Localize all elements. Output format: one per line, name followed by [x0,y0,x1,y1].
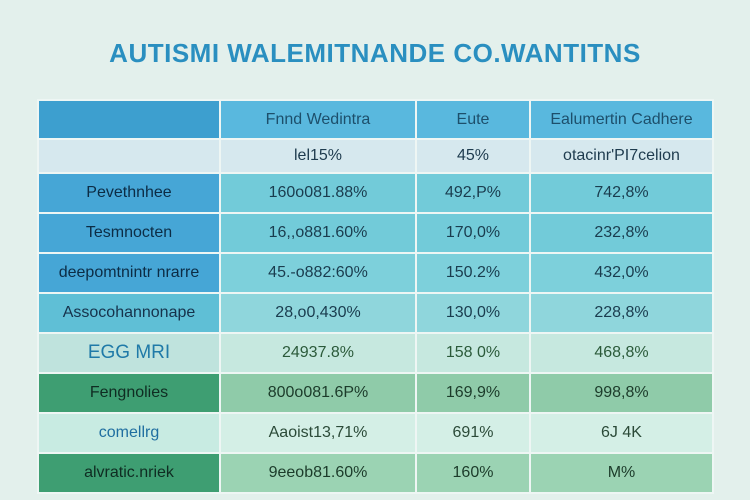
row-label: Assocohannonape [37,292,221,334]
table-cell: 468,8% [529,332,714,374]
column-header: Ealumertin Cadhere [529,99,714,140]
table-title: AUTISMI WALEMITNANDE CO.WANTITNS [109,38,641,68]
table-row: comellrg Aaoist13,71% 691% 6J 4K [37,412,714,454]
table-cell: 9eeob81.60% [219,452,417,494]
row-label: deepomtnintr nrarre [37,252,221,294]
table-cell: 691% [415,412,531,454]
table-row: deepomtnintr nrarre 45.-o882:60% 150.2% 432… [37,252,714,294]
table-cell: 742,8% [529,172,714,214]
table-row: Assocohannonape 28,o0,430% 130,0% 228,8% [37,292,714,334]
table-row: Tesmnocten 16,,o881.60% 170,0% 232,8% [37,212,714,254]
row-label: alvratic.nriek [37,452,221,494]
table-cell: 150.2% [415,252,531,294]
table-cell: 6J 4K [529,412,714,454]
table-row: EGG MRI 24937.8% 158 0% 468,8% [37,332,714,374]
subheader-row: lel15% 45% otacinr'PI7celion [37,138,714,174]
table-cell: 432,0% [529,252,714,294]
table-cell: 170,0% [415,212,531,254]
table-row: Pevethnhee 160o081.88% 492,P% 742,8% [37,172,714,214]
row-label: comellrg [37,412,221,454]
table-row: Fengnolies 800o081.6P% 169,9% 998,8% [37,372,714,414]
table-cell: 130,0% [415,292,531,334]
row-label: EGG MRI [37,332,221,374]
subheader-cell [37,138,221,174]
table-cell: 158 0% [415,332,531,374]
table-cell: 169,9% [415,372,531,414]
row-label: Tesmnocten [37,212,221,254]
subheader-cell: lel15% [219,138,417,174]
subheader-cell: otacinr'PI7celion [529,138,714,174]
table-cell: 228,8% [529,292,714,334]
row-label: Fengnolies [37,372,221,414]
table-cell: 45.-o882:60% [219,252,417,294]
table-cell: 800o081.6P% [219,372,417,414]
table-cell: 232,8% [529,212,714,254]
table-row: alvratic.nriek 9eeob81.60% 160% M% [37,452,714,494]
table-cell: 998,8% [529,372,714,414]
table-cell: 492,P% [415,172,531,214]
data-table: Fnnd Wedintra Eute Ealumertin Cadhere le… [37,99,714,494]
column-header: Fnnd Wedintra [219,99,417,140]
column-header: Eute [415,99,531,140]
table-cell: Aaoist13,71% [219,412,417,454]
table-cell: 160% [415,452,531,494]
table-cell: 28,o0,430% [219,292,417,334]
table-cell: M% [529,452,714,494]
subheader-cell: 45% [415,138,531,174]
table-cell: 24937.8% [219,332,417,374]
row-label: Pevethnhee [37,172,221,214]
table-cell: 16,,o881.60% [219,212,417,254]
header-row: Fnnd Wedintra Eute Ealumertin Cadhere [37,99,714,140]
column-header [37,99,221,140]
table-cell: 160o081.88% [219,172,417,214]
